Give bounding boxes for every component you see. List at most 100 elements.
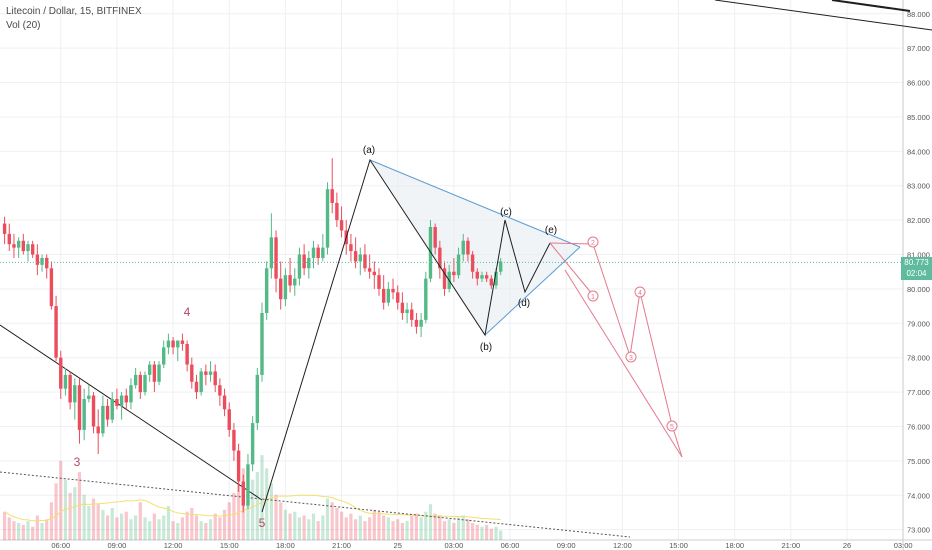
candle-body [297,254,302,279]
volume-bar [143,517,147,540]
time-axis-label: 03:00 [444,541,463,550]
volume-bar [157,519,161,540]
projection-circle [634,286,646,298]
candle-body [129,385,133,403]
volume-bar [363,521,367,540]
time-axis-label: 18:00 [725,541,744,550]
candle-body [283,275,288,300]
candle-body [321,247,325,258]
projection-circle [587,236,599,248]
volume-bar [274,494,278,540]
volume-bar [40,523,44,540]
candle-body [232,429,236,451]
price-axis-label: 88.000 [907,10,930,19]
candle-body [419,319,423,327]
candle-body [260,312,264,375]
candle-body [391,288,395,293]
projection-circle [625,351,637,363]
candle-body [21,240,26,252]
volume-bar [134,515,138,540]
candle-body [400,302,405,313]
projection-label-4: 4 [638,290,642,297]
volume-bar [176,523,180,540]
volume-bar [307,519,311,540]
candle-body [339,220,344,231]
volume-bar [54,483,58,540]
candle-body [194,381,199,393]
candle-body [424,278,428,320]
volume-bar [124,511,128,540]
projection-circle [666,420,678,432]
candle-body [157,364,161,382]
candle-body [143,374,147,393]
price-axis-label: 73.000 [907,526,930,535]
candle-body [466,240,470,255]
candle-body [227,409,231,430]
wave-label-3: 3 [74,455,81,469]
time-axis-label: 25 [394,541,402,550]
candle-body [68,374,72,403]
volume-bar [77,472,82,540]
time-axis-label: 26 [843,541,851,550]
time-axis-label: 15:00 [220,541,239,550]
candle-body [377,275,381,289]
candle-body [96,426,100,434]
volume-bar [138,502,142,540]
candle-body [494,271,498,286]
candle-body [349,244,353,252]
volume-bar [475,524,479,540]
candle-body [16,240,21,248]
candle-body [325,189,330,248]
price-axis-label: 75.000 [907,457,930,466]
volume-bar [59,460,63,540]
volume-bar [405,521,409,540]
volume-bar [260,455,264,540]
volume-bar [3,511,7,540]
candle-body [236,450,241,482]
volume-bar [269,483,273,540]
volume-bar [311,513,316,540]
volume-bar [255,472,259,540]
candle-body [147,364,152,375]
candle-body [73,385,77,403]
price-axis-label: 87.000 [907,44,930,53]
candle-body [358,254,362,262]
volume-bar [73,487,77,540]
volume-bar [386,517,390,540]
volume-indicator-label[interactable]: Vol (20) [6,20,41,31]
candle-body [311,247,316,258]
candle-body [87,395,91,399]
volume-bar [499,530,503,540]
volume-bar [115,517,119,540]
time-axis-label: 21:00 [781,541,800,550]
volume-bar [237,483,241,540]
volume-bar [335,507,339,540]
candle-body [185,343,189,365]
volume-bar [283,509,287,540]
candle-body [484,275,489,279]
volume-bar [279,502,283,540]
candle-body [204,371,208,375]
candle-body [461,240,465,255]
wave-label-d: (d) [518,298,530,309]
price-axis-label: 85.000 [907,113,930,122]
wave-path [261,158,551,513]
volume-bar [377,511,381,540]
volume-bar [199,521,203,540]
volume-bar [171,521,175,540]
candle-body [335,202,339,221]
descending-trendline [0,324,263,501]
triangle-upper-line [369,159,581,248]
candle-body [386,288,391,303]
volume-bar [185,511,189,540]
triangle-lower-line [484,246,581,336]
projection-label-1: 1 [591,294,595,301]
candle-body [63,374,68,389]
projection-label-3: 3 [629,355,633,362]
candle-body [101,405,105,434]
volume-bar [382,515,386,540]
time-axis-label: 12:00 [613,541,632,550]
volume-bar [410,515,414,540]
candle-body [452,271,456,276]
